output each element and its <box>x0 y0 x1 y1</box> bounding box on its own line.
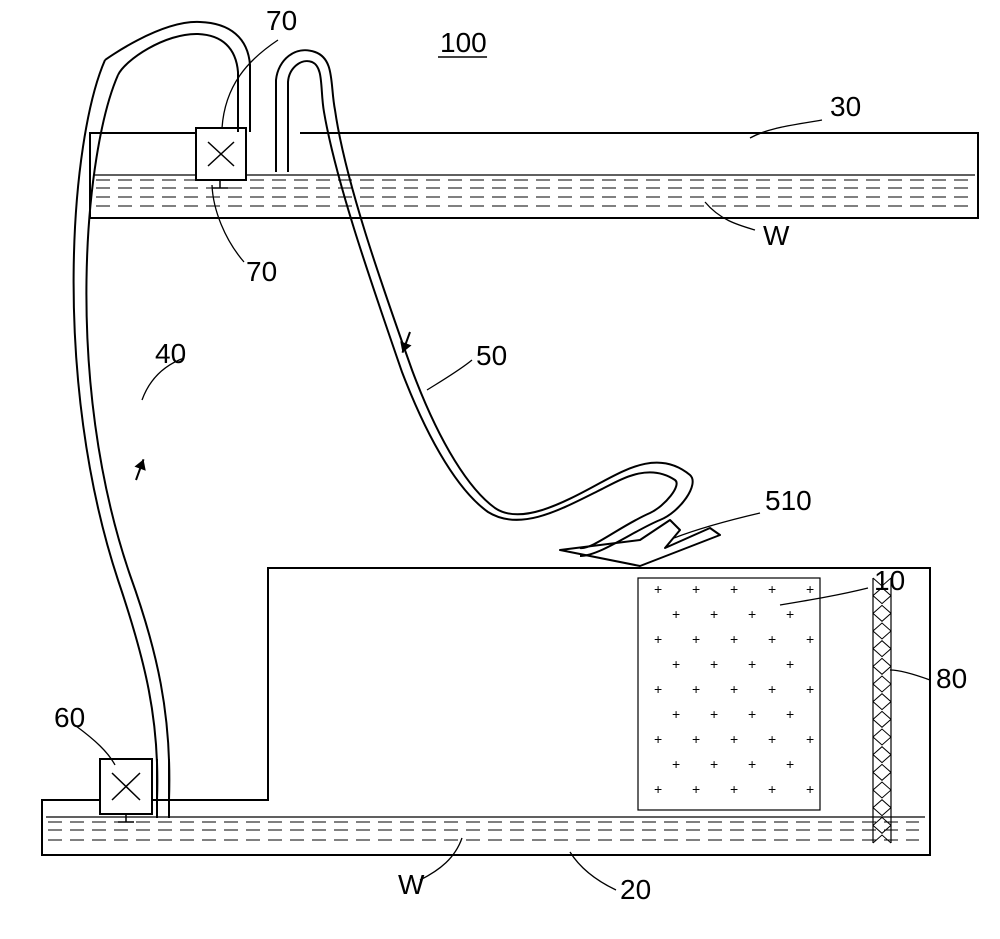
ld-10 <box>780 588 868 605</box>
svg-text:+: + <box>692 781 700 797</box>
label-ref-60: 60 <box>54 702 85 733</box>
svg-text:+: + <box>710 706 718 722</box>
tube-50-outer <box>276 50 693 556</box>
svg-text:+: + <box>768 781 776 797</box>
label-ref-W2: W <box>398 869 425 900</box>
label-ref-20: 20 <box>620 874 651 905</box>
ld-510 <box>674 513 760 538</box>
svg-text:+: + <box>654 731 662 747</box>
label-ref-40: 40 <box>155 338 186 369</box>
svg-text:+: + <box>806 581 814 597</box>
svg-text:+: + <box>672 706 680 722</box>
svg-text:+: + <box>692 681 700 697</box>
filter-80 <box>873 578 891 843</box>
label-ref-50: 50 <box>476 340 507 371</box>
tube-50-inner <box>288 61 677 548</box>
svg-text:+: + <box>748 656 756 672</box>
svg-text:+: + <box>768 731 776 747</box>
block-10-pattern: + + + + + + + + + + + + + + + + + + + + + + + + + + + + + + + + + + + + + + + +… <box>654 581 814 797</box>
svg-text:+: + <box>710 656 718 672</box>
svg-text:+: + <box>768 631 776 647</box>
svg-text:+: + <box>710 756 718 772</box>
svg-text:+: + <box>654 681 662 697</box>
svg-text:+: + <box>730 731 738 747</box>
svg-text:+: + <box>806 631 814 647</box>
label-ref-30: 30 <box>830 91 861 122</box>
svg-text:+: + <box>786 606 794 622</box>
svg-text:+: + <box>748 606 756 622</box>
tube-40-inner <box>86 75 169 800</box>
label-ref-10: 10 <box>874 565 905 596</box>
nozzle-510 <box>560 520 720 566</box>
label-title: 100 <box>440 27 487 58</box>
svg-text:+: + <box>786 706 794 722</box>
svg-text:+: + <box>654 631 662 647</box>
svg-text:+: + <box>768 681 776 697</box>
svg-text:+: + <box>692 581 700 597</box>
svg-text:+: + <box>730 681 738 697</box>
label-ref-80: 80 <box>936 663 967 694</box>
svg-text:+: + <box>730 581 738 597</box>
svg-text:+: + <box>730 631 738 647</box>
svg-text:+: + <box>654 581 662 597</box>
label-ref-510: 510 <box>765 485 812 516</box>
svg-text:+: + <box>672 606 680 622</box>
svg-text:+: + <box>672 656 680 672</box>
svg-text:+: + <box>768 581 776 597</box>
lower-tank <box>42 568 930 855</box>
tube-40-inner-top <box>118 34 238 132</box>
svg-text:+: + <box>672 756 680 772</box>
ld-50 <box>427 360 472 390</box>
schematic-diagram: + + + + + + + + + + + + + + + + + + + + + + + + + + + + + + + + + + + + + + + +… <box>0 0 1000 939</box>
label-ref-70a: 70 <box>266 5 297 36</box>
svg-text:+: + <box>786 656 794 672</box>
svg-text:+: + <box>806 681 814 697</box>
ld-80 <box>890 670 930 680</box>
svg-text:+: + <box>710 606 718 622</box>
ld-W2 <box>420 838 462 880</box>
svg-text:+: + <box>692 731 700 747</box>
svg-text:+: + <box>654 781 662 797</box>
tube-40-outer <box>74 60 158 800</box>
label-ref-70b: 70 <box>246 256 277 287</box>
tube-40-outer-top <box>105 22 250 132</box>
svg-text:+: + <box>786 756 794 772</box>
svg-text:+: + <box>806 731 814 747</box>
svg-text:+: + <box>692 631 700 647</box>
svg-text:+: + <box>730 781 738 797</box>
svg-text:+: + <box>806 781 814 797</box>
ld-30 <box>750 120 822 138</box>
svg-text:+: + <box>748 756 756 772</box>
label-ref-W1: W <box>763 220 790 251</box>
ld-20 <box>570 852 616 890</box>
svg-text:+: + <box>748 706 756 722</box>
